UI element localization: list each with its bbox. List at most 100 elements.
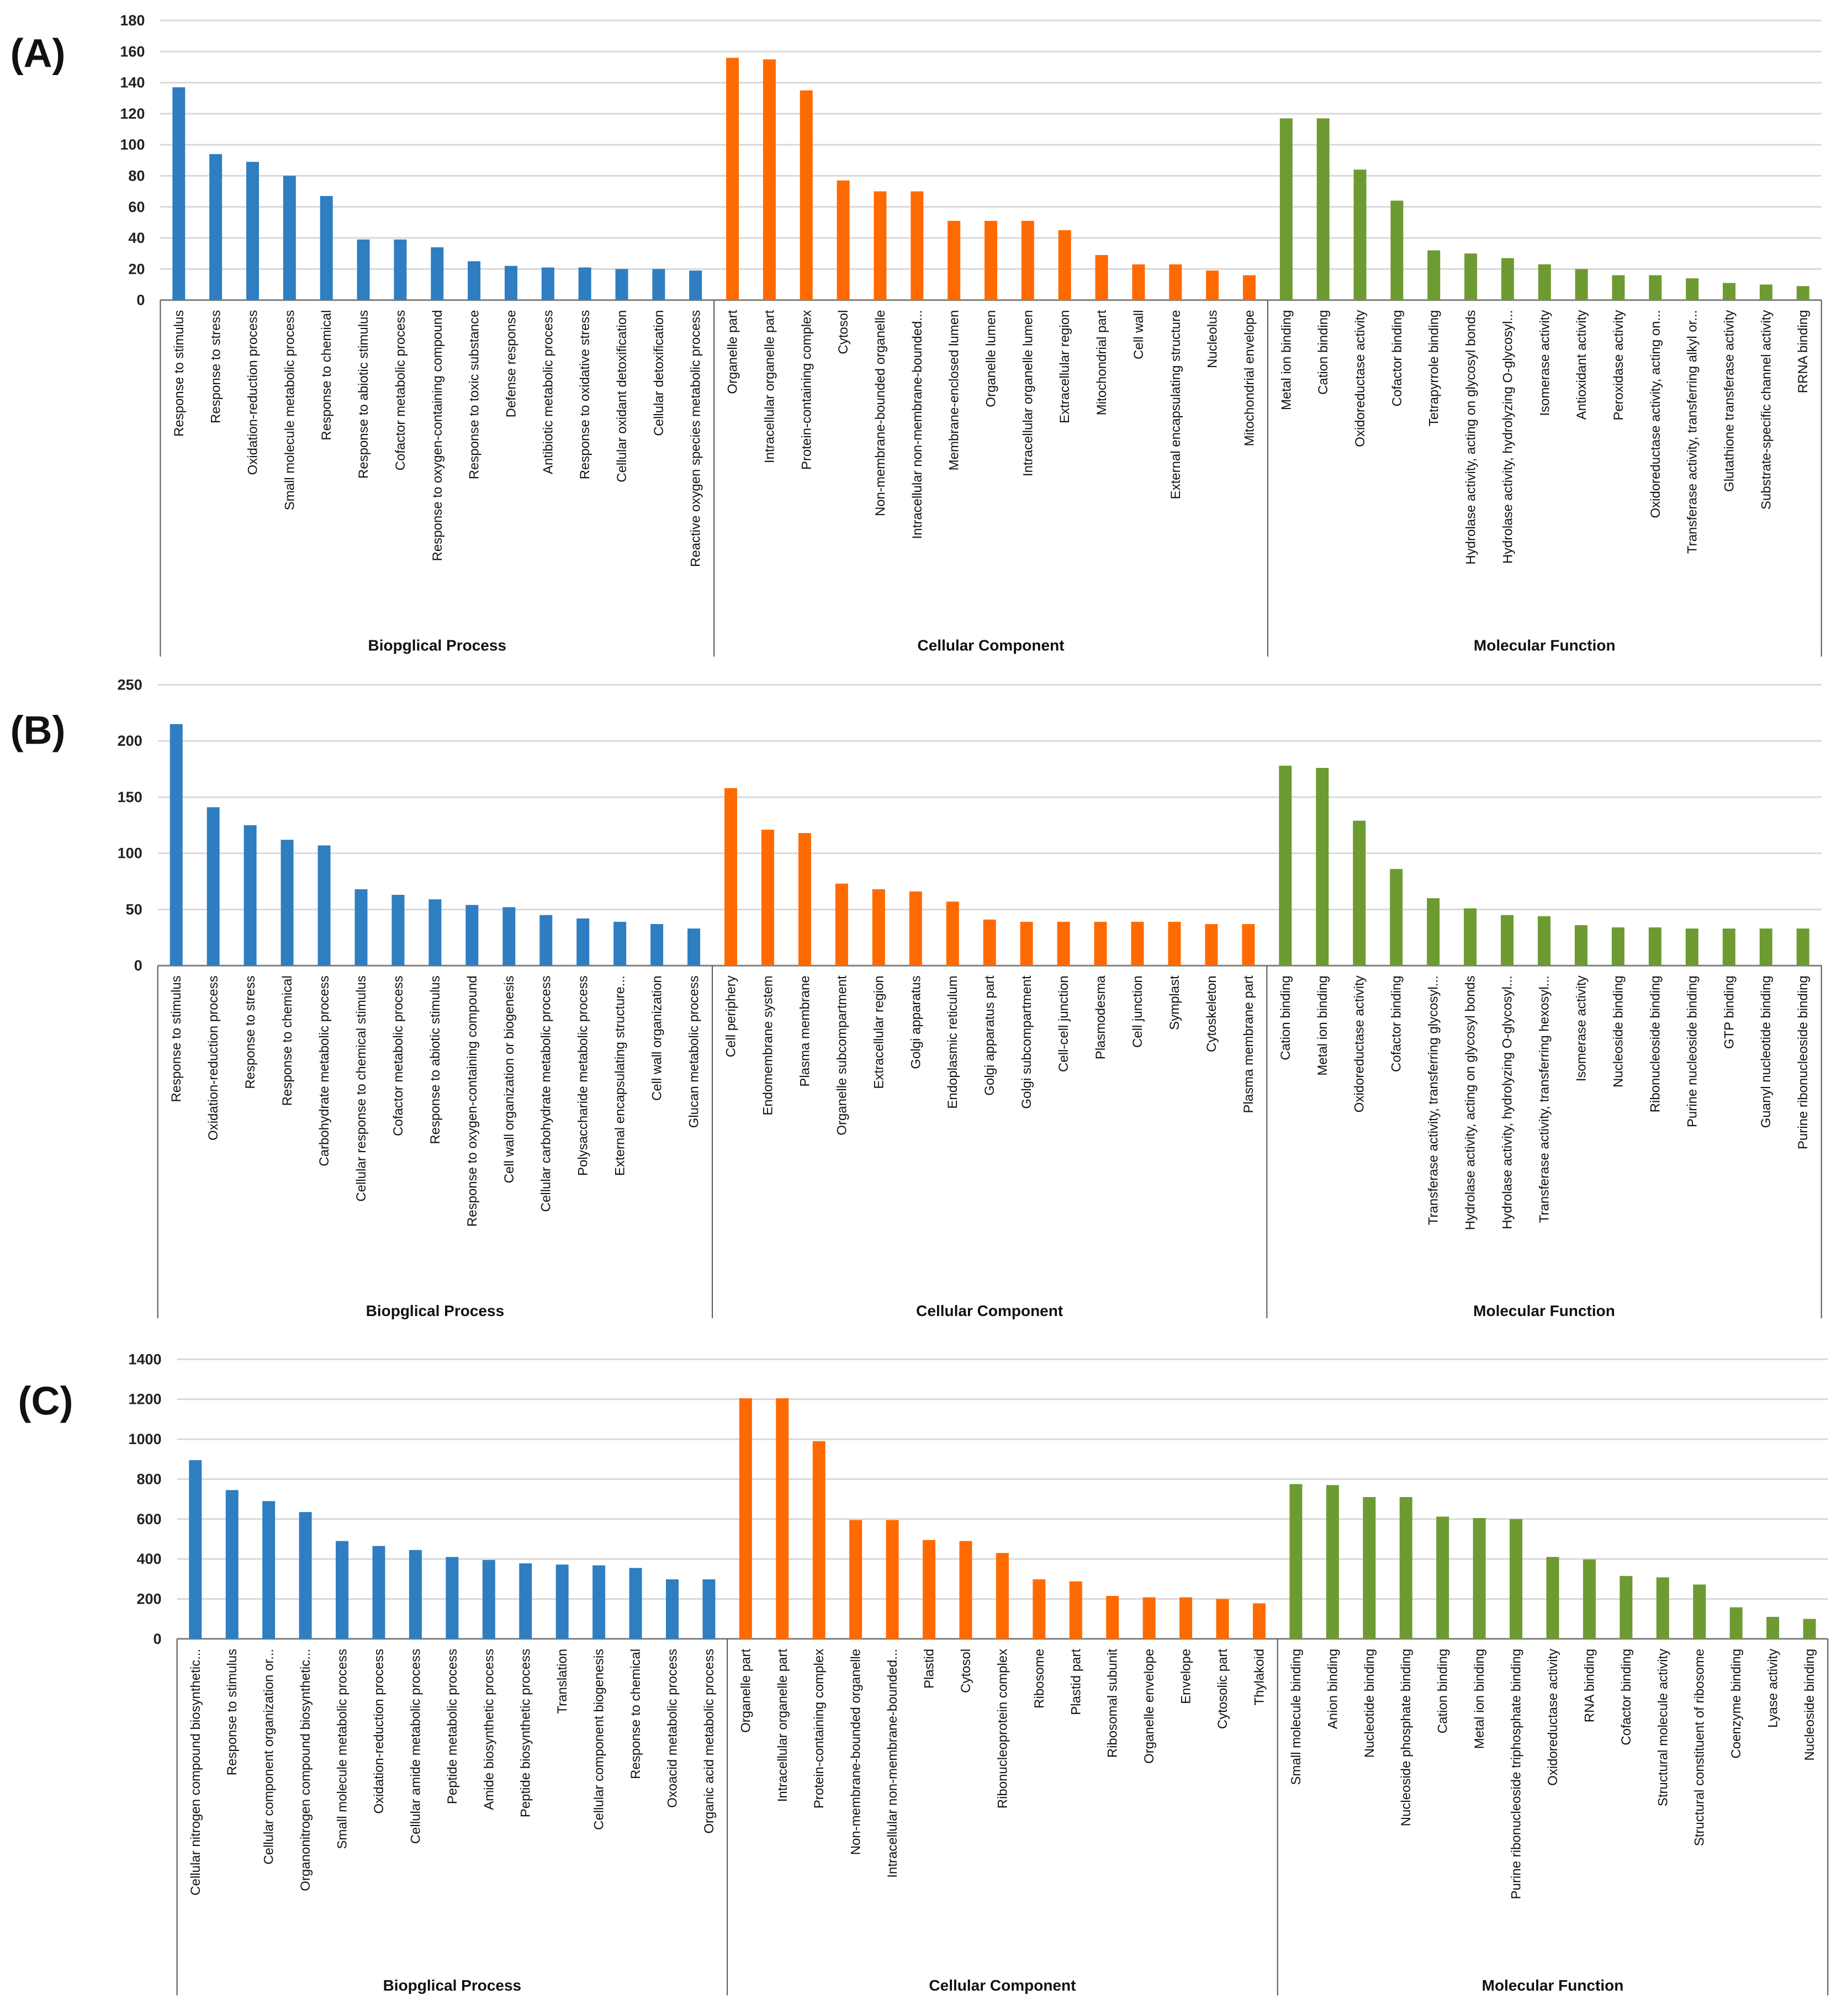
category-label: Anion binding	[1325, 1649, 1340, 1729]
category-label: Ribonucleoprotein complex	[995, 1649, 1010, 1809]
category-label: Endomembrane system	[760, 975, 775, 1115]
category-label: Cofactor metabolic process	[393, 310, 408, 471]
bar	[1538, 916, 1551, 966]
category-label: Small molecule metabolic process	[335, 1649, 350, 1849]
bar	[1390, 200, 1404, 300]
y-tick-label: 140	[120, 75, 145, 91]
bar	[689, 270, 702, 300]
bar	[1353, 820, 1366, 966]
group-label: Biopglical Process	[366, 1302, 505, 1319]
category-label: Response to chemical	[628, 1649, 643, 1779]
bar	[409, 1550, 422, 1639]
category-label: Hydrolase activity, hydrolyzing O-glycos…	[1500, 310, 1515, 564]
category-label: Ribosomal subunit	[1105, 1648, 1120, 1758]
y-tick-label: 1400	[128, 1351, 161, 1367]
chart-panel-1: (A) 0 20 40 60 80 100 120 140 160 180 Response to s…	[10, 12, 1822, 657]
category-label: Antibiotic metabolic process	[541, 310, 555, 474]
category-label: Oxidoreductase activity	[1546, 1649, 1560, 1786]
bar	[959, 1541, 972, 1639]
bar	[650, 924, 664, 966]
category-label: Organelle lumen	[984, 310, 999, 407]
category-label: Cell-cell junction	[1056, 975, 1071, 1072]
y-tick-label: 0	[134, 957, 142, 974]
bar	[262, 1501, 276, 1639]
bar	[1057, 921, 1070, 966]
category-label: Nucleoside binding	[1611, 975, 1626, 1087]
category-label: Peptide metabolic process	[445, 1649, 460, 1804]
category-label: Nucleolus	[1205, 310, 1220, 368]
category-label: Peptide biosynthetic process	[518, 1649, 533, 1818]
category-label: Response to chemical	[319, 310, 334, 441]
category-label: Response to stimulus	[225, 1649, 240, 1775]
bar	[207, 807, 220, 966]
y-tick-label: 400	[137, 1551, 162, 1567]
bar	[170, 724, 183, 966]
bar	[225, 1490, 239, 1639]
category-label: Organonitrogen compound biosynthetic...	[298, 1649, 313, 1891]
category-label: Cell wall organization	[650, 975, 665, 1101]
panel-label: (B)	[10, 708, 66, 752]
category-label: Intracellular organelle part	[775, 1648, 790, 1802]
panel-label: (A)	[10, 31, 66, 76]
bar	[1279, 765, 1292, 966]
category-label: Guanyl nucleotide binding	[1759, 975, 1774, 1128]
category-label: Response to stimulus	[169, 975, 184, 1102]
category-label: Hydrolase activity, hydrolyzing O-glycos…	[1500, 975, 1515, 1229]
y-tick-label: 600	[137, 1511, 162, 1527]
category-label: Cellular carbohydrate metabolic process	[539, 975, 554, 1212]
bar	[1574, 925, 1587, 966]
category-label: RNA binding	[1582, 1649, 1597, 1722]
bar	[724, 788, 738, 966]
bar	[985, 221, 998, 300]
category-label: Organelle part	[726, 310, 740, 394]
bar	[1803, 1619, 1816, 1639]
bar	[739, 1398, 752, 1639]
y-tick-label: 20	[128, 261, 145, 277]
bar	[317, 845, 331, 966]
category-label: Organelle subcompartment	[834, 975, 849, 1136]
bar	[1796, 929, 1809, 966]
category-label: Extracellular region	[871, 975, 886, 1089]
category-label: Cellular detoxification	[652, 310, 666, 436]
bar	[1686, 278, 1699, 300]
bar	[555, 1564, 569, 1639]
bar	[665, 1579, 679, 1639]
bar	[1094, 921, 1107, 966]
bar	[1685, 929, 1698, 966]
category-label: Oxoacid metabolic process	[665, 1649, 680, 1808]
category-label: Response to stress	[243, 975, 258, 1089]
bar	[1766, 1617, 1780, 1639]
category-label: Response to oxygen-containing compound	[430, 310, 445, 561]
bar	[1106, 1596, 1119, 1639]
bar	[592, 1565, 606, 1639]
category-label: Hydrolase activity, acting on glycosyl b…	[1464, 310, 1479, 565]
bar	[1168, 921, 1181, 966]
category-label: Non-membrane-bounded organelle	[873, 310, 888, 517]
category-label: Non-membrane-bounded organelle	[849, 1649, 864, 1855]
bar	[849, 1520, 862, 1639]
category-label: Membrane-enclosed lumen	[947, 310, 962, 471]
bar	[948, 221, 961, 300]
category-label: Envelope	[1179, 1649, 1194, 1704]
category-label: Cellular response to chemical stimulus	[354, 975, 369, 1202]
y-tick-label: 40	[128, 230, 145, 246]
category-label: Ribonucleoside binding	[1648, 975, 1663, 1112]
group-label: Cellular Component	[918, 636, 1065, 654]
category-label: Metal ion binding	[1315, 975, 1330, 1075]
bar	[1759, 929, 1772, 966]
category-label: Plasma membrane part	[1241, 975, 1256, 1113]
y-tick-label: 0	[136, 292, 145, 309]
bar	[1464, 908, 1477, 966]
category-label: Organelle envelope	[1142, 1649, 1157, 1764]
bar	[394, 239, 407, 300]
bar	[1399, 1497, 1412, 1639]
category-label: Oxidation-reduction process	[206, 975, 221, 1140]
bar	[1131, 921, 1144, 966]
bar	[1464, 253, 1478, 300]
bar	[1363, 1497, 1376, 1639]
y-tick-label: 100	[120, 136, 145, 153]
category-label: Intracellular organelle lumen	[1020, 310, 1035, 477]
y-tick-label: 50	[126, 901, 142, 917]
bar	[1620, 1575, 1633, 1639]
bar	[761, 829, 774, 966]
